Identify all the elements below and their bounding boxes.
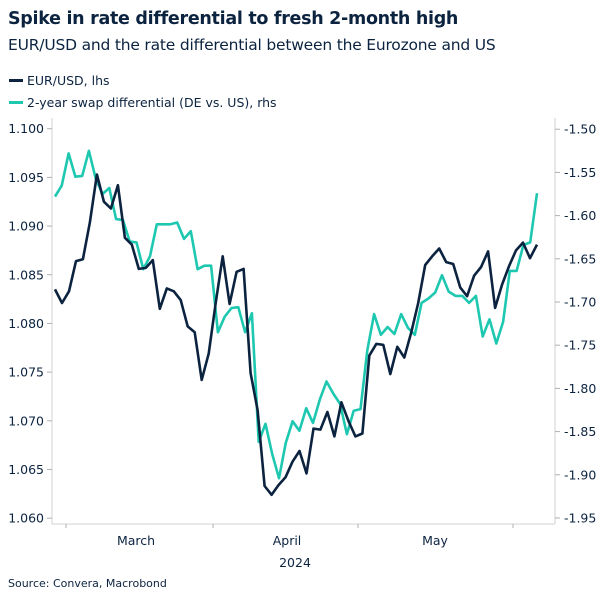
right-tick-label: -1.60 (564, 208, 596, 223)
right-tick-label: -1.75 (564, 338, 596, 353)
left-tick-label: 1.060 (8, 511, 44, 526)
legend-swatch-swap-differential (9, 101, 23, 104)
right-tick-label: -1.55 (564, 165, 596, 180)
left-tick-label: 1.080 (8, 316, 44, 331)
right-tick-label: -1.80 (564, 381, 596, 396)
left-tick-label: 1.100 (8, 121, 44, 136)
x-tick-label-march: March (117, 533, 155, 548)
chart-subtitle: EUR/USD and the rate differential betwee… (8, 36, 496, 54)
right-tick-label: -1.85 (564, 424, 596, 439)
right-tick-label: -1.50 (564, 122, 596, 137)
left-tick-label: 1.095 (8, 170, 44, 185)
legend-swatch-eurusd (9, 79, 23, 82)
x-tick-label-may: May (422, 533, 448, 548)
legend-label-swap-differential: 2-year swap differential (DE vs. US), rh… (27, 95, 277, 110)
chart-title: Spike in rate differential to fresh 2-mo… (8, 9, 459, 29)
left-tick-label: 1.065 (8, 462, 44, 477)
series-line-swap-differential (53, 149, 539, 480)
legend-label-eurusd: EUR/USD, lhs (27, 73, 110, 88)
left-tick-label: 1.075 (8, 365, 44, 380)
left-tick-label: 1.090 (8, 219, 44, 234)
right-tick-label: -1.90 (564, 467, 596, 482)
left-tick-label: 1.085 (8, 267, 44, 282)
left-tick-label: 1.070 (8, 413, 44, 428)
right-tick-label: -1.70 (564, 294, 596, 309)
x-tick-label-april: April (273, 533, 302, 548)
source-note: Source: Convera, Macrobond (8, 577, 167, 590)
x-year-label: 2024 (279, 555, 311, 570)
legend-item-eurusd: EUR/USD, lhs (9, 73, 110, 88)
series-line-eurusd (53, 173, 539, 497)
right-tick-label: -1.65 (564, 251, 596, 266)
legend-item-swap-differential: 2-year swap differential (DE vs. US), rh… (9, 95, 277, 110)
right-tick-label: -1.95 (564, 510, 596, 525)
